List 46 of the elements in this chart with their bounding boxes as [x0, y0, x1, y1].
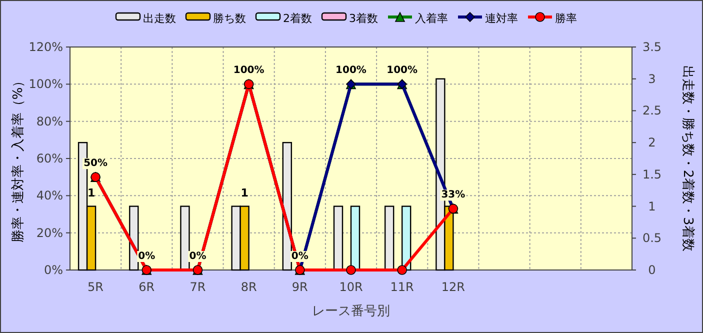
legend-label: 勝ち数	[213, 12, 246, 25]
bar	[401, 206, 412, 271]
y-tick-label: 20%	[36, 226, 63, 240]
data-label: 100%	[336, 65, 366, 76]
x-tick-label: 12R	[441, 280, 465, 294]
data-label: 100%	[233, 65, 264, 76]
legend-label: 入着率	[415, 12, 448, 25]
data-label: 0%	[189, 251, 206, 262]
y-tick-label: 0%	[44, 263, 63, 277]
y2-tick-label: 3	[648, 72, 656, 86]
legend-label: 出走数	[143, 12, 176, 25]
x-tick-label: 5R	[88, 280, 104, 294]
point	[397, 265, 407, 275]
data-label: 1	[87, 186, 96, 200]
data-label: 0%	[291, 251, 308, 262]
y2-tick-label: 3.5	[642, 40, 662, 54]
y2-tick-label: 1	[648, 199, 656, 214]
x-tick-label: 6R	[138, 280, 155, 294]
y-tick-label: 100%	[28, 77, 63, 92]
y-axis-title: 勝率・連対率・入着率（%）	[10, 74, 26, 243]
y-tick-label: 60%	[36, 152, 63, 166]
point	[346, 265, 356, 275]
data-label: 100%	[386, 65, 418, 76]
y2-axis-title: 出走数・勝ち数・2着数・3着数	[680, 66, 696, 252]
legend-label: 勝率	[555, 12, 577, 25]
y2-tick-label: 2.5	[642, 104, 662, 118]
x-tick-label: 11R	[390, 280, 414, 294]
y2-tick-label: 0	[648, 263, 656, 277]
data-label: 50%	[84, 158, 108, 170]
y2-tick-label: 2	[648, 136, 656, 150]
legend-label: 2着数	[283, 12, 312, 25]
x-tick-label: 7R	[190, 280, 206, 294]
legend-label: 3着数	[349, 12, 378, 25]
y2-tick-label: 0.5	[642, 231, 662, 246]
data-label: 0%	[138, 251, 156, 262]
x-tick-label: 8R	[240, 280, 257, 294]
x-tick-label: 10R	[339, 280, 363, 294]
data-label: 33%	[441, 190, 466, 201]
y-tick-label: 40%	[36, 188, 63, 203]
data-label: 1	[240, 186, 248, 200]
x-axis-title: レース番号別	[312, 304, 390, 319]
y-tick-label: 120%	[28, 40, 63, 54]
legend-label: 連対率	[485, 12, 518, 25]
x-tick-label: 9R	[292, 280, 308, 294]
y2-tick-label: 1.5	[642, 167, 662, 182]
y-tick-label: 80%	[36, 114, 63, 128]
